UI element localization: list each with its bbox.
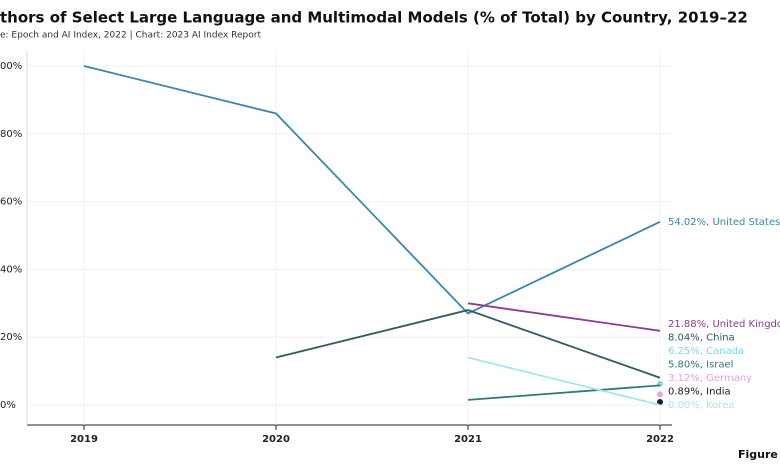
x-tick-label: 2019	[70, 434, 98, 445]
chart-title: thors of Select Large Language and Multi…	[0, 9, 748, 27]
y-tick-label: 80%	[0, 129, 22, 140]
series-line	[467, 302, 661, 332]
x-tick-label: 2020	[262, 434, 290, 445]
value-label: 3.12%, Germany	[668, 373, 752, 384]
chart-subtitle: e: Epoch and AI Index, 2022 | Chart: 202…	[0, 31, 261, 41]
value-label: 8.04%, China	[668, 333, 735, 344]
value-label: 21.88%, United Kingdo	[668, 319, 780, 330]
point	[657, 398, 663, 405]
series-line	[467, 356, 661, 406]
figure-label: Figure 1.	[738, 448, 780, 461]
value-label: 0.00%, Korea	[668, 400, 734, 411]
y-tick-label: 20%	[0, 332, 22, 343]
series-line	[467, 384, 661, 401]
series-line	[83, 65, 661, 315]
y-tick-label: 60%	[0, 197, 22, 208]
value-label: 0.89%, India	[668, 387, 731, 398]
x-tick-label: 2021	[454, 434, 482, 445]
point	[657, 391, 663, 398]
value-label: 5.80%, Israel	[668, 360, 733, 371]
series-line	[275, 309, 661, 379]
x-tick-label: 2022	[646, 434, 674, 445]
y-tick-label: 0%	[0, 400, 16, 411]
value-label: 54.02%, United States	[668, 217, 780, 228]
value-label: 6.25%, Canada	[668, 346, 744, 357]
y-tick-label: 40%	[0, 264, 22, 275]
y-tick-label: 00%	[0, 61, 22, 72]
